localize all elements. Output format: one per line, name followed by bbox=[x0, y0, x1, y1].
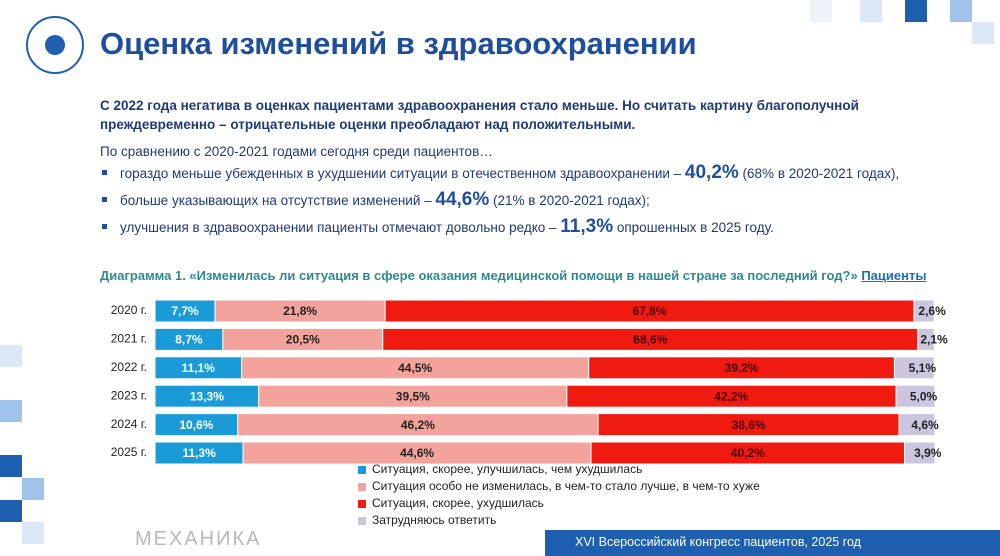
legend-swatch bbox=[358, 483, 366, 491]
legend-label: Ситуация, скорее, улучшилась, чем ухудши… bbox=[372, 462, 642, 476]
bar-segment bbox=[917, 327, 935, 351]
chart-subtitle: Пациенты bbox=[861, 268, 927, 283]
legend-swatch bbox=[358, 500, 366, 508]
decor bbox=[0, 0, 994, 544]
bullet-text: больше указывающих на отсутствие изменен… bbox=[120, 193, 436, 208]
value-label: 2,6% bbox=[918, 304, 946, 318]
value-label: 3,9% bbox=[914, 446, 942, 460]
value-label: 39,2% bbox=[725, 361, 759, 375]
bullet-highlight: 40,2% bbox=[684, 162, 739, 183]
y-tick-label: 2021 г. bbox=[111, 332, 147, 346]
value-label: 46,2% bbox=[401, 418, 435, 432]
bullet-highlight: 44,6% bbox=[435, 189, 490, 210]
footer-text: XVI Всероссийский конгресс пациентов, 20… bbox=[575, 535, 861, 549]
sub-text: По сравнению с 2020-2021 годами сегодня … bbox=[100, 144, 493, 159]
value-label: 8,7% bbox=[175, 333, 203, 347]
chart-title-text: Диаграмма 1. «Изменилась ли ситуация в с… bbox=[100, 268, 862, 283]
logo: МЕХАНИКА bbox=[135, 528, 262, 550]
value-label: 13,3% bbox=[190, 389, 224, 403]
value-label: 44,5% bbox=[398, 361, 432, 375]
bar-segment bbox=[913, 299, 935, 323]
value-label: 5,0% bbox=[910, 389, 938, 403]
bar-segment bbox=[893, 356, 935, 380]
value-label: 42,2% bbox=[714, 389, 748, 403]
value-label: 67,8% bbox=[633, 304, 667, 318]
value-label: 5,1% bbox=[909, 361, 937, 375]
value-label: 20,5% bbox=[286, 333, 320, 347]
bullet-rest: опрошенных в 2025 году. bbox=[613, 220, 774, 235]
legend-label: Ситуация особо не изменилась, в чем-то с… bbox=[372, 479, 760, 493]
value-label: 38,6% bbox=[732, 418, 766, 432]
bullet: улучшения в здравоохранении пациенты отм… bbox=[100, 216, 774, 238]
value-label: 21,8% bbox=[283, 304, 317, 318]
chart-title: Диаграмма 1. «Изменилась ли ситуация в с… bbox=[100, 268, 926, 283]
lead-text: С 2022 года негатива в оценках пациентам… bbox=[100, 98, 859, 132]
bullet-rest: (21% в 2020-2021 годах); bbox=[489, 193, 650, 208]
bullet: гораздо меньше убежденных в ухудшении си… bbox=[100, 162, 899, 184]
legend-label: Затрудняюсь ответить bbox=[372, 513, 496, 527]
bullet-highlight: 11,3% bbox=[560, 216, 614, 237]
legend-swatch bbox=[358, 517, 366, 525]
value-label: 7,7% bbox=[171, 304, 199, 318]
y-tick-label: 2024 г. bbox=[111, 417, 147, 431]
bar-segment bbox=[898, 413, 936, 437]
value-label: 4,6% bbox=[911, 418, 939, 432]
bullet-rest: (68% в 2020-2021 годах), bbox=[738, 166, 900, 181]
y-tick-label: 2020 г. bbox=[111, 303, 147, 317]
title: Оценка изменений в здравоохранении bbox=[100, 26, 697, 61]
value-label: 11,3% bbox=[182, 446, 216, 460]
value-label: 2,1% bbox=[920, 333, 948, 347]
value-label: 44,6% bbox=[400, 446, 434, 460]
bullet-text: улучшения в здравоохранении пациенты отм… bbox=[120, 220, 561, 235]
y-tick-label: 2023 г. bbox=[111, 388, 147, 402]
value-label: 11,1% bbox=[182, 361, 216, 375]
bullet: больше указывающих на отсутствие изменен… bbox=[100, 189, 650, 211]
value-label: 39,5% bbox=[396, 389, 430, 403]
value-label: 40,2% bbox=[731, 446, 765, 460]
legend-label: Ситуация, скорее, ухудшилась bbox=[372, 496, 544, 510]
bullet-text: гораздо меньше убежденных в ухудшении си… bbox=[120, 166, 685, 181]
y-tick-label: 2025 г. bbox=[111, 445, 147, 459]
bar-segment bbox=[895, 384, 936, 408]
value-label: 68,6% bbox=[633, 333, 667, 347]
footer-bar bbox=[545, 530, 1000, 556]
bar-segment bbox=[904, 441, 936, 465]
y-tick-label: 2022 г. bbox=[111, 360, 147, 374]
value-label: 10,6% bbox=[179, 418, 213, 432]
legend-swatch bbox=[358, 466, 366, 474]
